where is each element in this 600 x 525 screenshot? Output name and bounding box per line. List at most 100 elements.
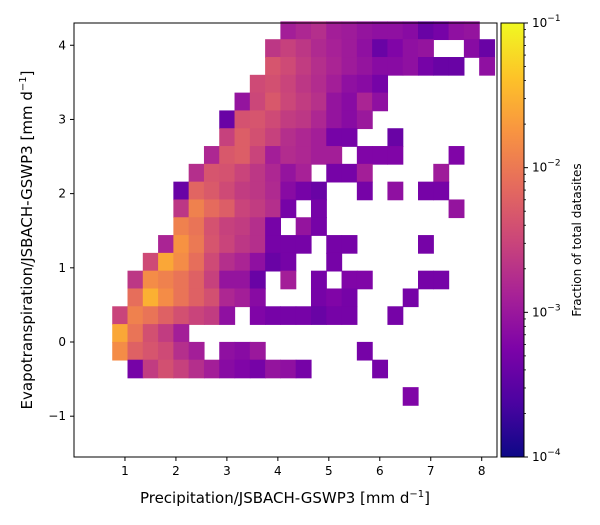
heatmap-cell <box>249 92 266 112</box>
heatmap-cell <box>448 57 465 76</box>
y-tick-label: 3 <box>58 112 66 126</box>
heatmap-cell <box>280 181 297 201</box>
heatmap-cell <box>158 324 174 343</box>
heatmap-cell <box>402 57 419 76</box>
x-axis-label: Precipitation/JSBACH-GSWP3 [mm d−1] <box>140 489 430 507</box>
heatmap-cell <box>173 181 190 201</box>
heatmap-cell <box>188 306 205 325</box>
heatmap-cell <box>326 110 343 130</box>
heatmap-cell <box>387 39 404 58</box>
heatmap-cell <box>295 57 312 76</box>
heatmap-cell <box>326 21 343 41</box>
heatmap-cell <box>188 288 205 308</box>
heatmap-cell <box>479 39 496 58</box>
heatmap-cell <box>265 39 282 58</box>
heatmap-cell <box>295 181 312 201</box>
heatmap-cell <box>295 359 312 379</box>
heatmap-cell <box>387 128 404 147</box>
heatmap-cell <box>203 270 220 290</box>
heatmap-cell <box>341 306 358 325</box>
heatmap-cell <box>112 341 129 361</box>
x-tick-label: 2 <box>172 464 180 478</box>
heatmap-cell <box>372 92 389 112</box>
heatmap-cell <box>387 57 404 76</box>
heatmap-cell <box>310 39 327 58</box>
colorbar <box>500 22 525 458</box>
heatmap-cell <box>356 146 373 165</box>
heatmap-cell <box>158 252 174 272</box>
heatmap-cell <box>310 306 327 325</box>
heatmap-cell <box>341 288 358 308</box>
heatmap-cell <box>173 217 190 236</box>
heatmap-cell <box>142 324 159 343</box>
heatmap-cell <box>249 270 266 290</box>
colorbar-tick-label: 10−2 <box>532 159 561 175</box>
heatmap-cell <box>387 146 404 165</box>
heatmap-cell <box>234 199 251 219</box>
heatmap-cell <box>295 39 312 58</box>
heatmap-cell <box>112 306 129 325</box>
heatmap-cell <box>249 146 266 165</box>
heatmap-cell <box>295 128 312 147</box>
heatmap-cell <box>418 270 434 290</box>
heatmap-cell <box>249 217 266 236</box>
heatmap-cell <box>341 163 358 183</box>
heatmap-cell <box>402 39 419 58</box>
heatmap-cell <box>203 288 220 308</box>
heatmap-cell <box>326 146 343 165</box>
heatmap-cell <box>372 359 389 379</box>
heatmap-cell <box>265 235 282 254</box>
y-axis-ticks: −1 0 1 2 3 4 <box>48 38 74 423</box>
heatmap-cell <box>265 181 282 201</box>
heatmap-cell <box>295 21 312 41</box>
heatmap-cell <box>219 306 236 325</box>
heatmap-cell <box>234 92 251 112</box>
colorbar-tick-label: 10−3 <box>532 303 561 319</box>
heatmap-cell <box>265 252 282 272</box>
heatmap-cell <box>433 163 450 183</box>
heatmap-cell <box>249 235 266 254</box>
heatmap-cell <box>295 92 312 112</box>
y-tick-label: 4 <box>58 38 66 52</box>
heatmap-cell <box>234 288 251 308</box>
heatmap-cell <box>219 359 236 379</box>
heatmap-cell <box>265 110 282 130</box>
heatmap-cell <box>127 359 144 379</box>
heatmap-cell <box>326 39 343 58</box>
heatmap-cell <box>219 163 236 183</box>
heatmap-cell <box>402 288 419 308</box>
heatmap-cell <box>402 21 419 41</box>
heatmap-cell <box>280 74 297 94</box>
heatmap-cell <box>249 359 266 379</box>
heatmap-cell <box>326 288 343 308</box>
heatmap-cell <box>203 181 220 201</box>
heatmap-cell <box>219 110 236 130</box>
heatmap-cell <box>310 199 327 219</box>
heatmap-cell <box>188 163 205 183</box>
heatmap-cell <box>326 92 343 112</box>
heatmap-cell <box>341 235 358 254</box>
heatmap-cell <box>280 39 297 58</box>
heatmap-cell <box>173 252 190 272</box>
heatmap-cell <box>219 181 236 201</box>
heatmap-cell <box>341 39 358 58</box>
heatmap-cell <box>142 288 159 308</box>
heatmap-cell <box>249 110 266 130</box>
heatmap-cell <box>173 199 190 219</box>
heatmap-cell <box>372 146 389 165</box>
heatmap-cell <box>265 128 282 147</box>
heatmap-cell <box>188 235 205 254</box>
heatmap-cell <box>158 306 174 325</box>
heatmap-cell <box>219 252 236 272</box>
heatmap-cell <box>203 235 220 254</box>
heatmap-cell <box>433 181 450 201</box>
heatmap-cell <box>265 74 282 94</box>
heatmap-cell <box>234 110 251 130</box>
heatmap-cell <box>295 217 312 236</box>
heatmap-cell <box>341 128 358 147</box>
heatmap-cell <box>433 21 450 41</box>
heatmap-cell <box>280 146 297 165</box>
heatmap-cell <box>127 324 144 343</box>
heatmap-cell <box>142 341 159 361</box>
heatmap-cell <box>280 57 297 76</box>
